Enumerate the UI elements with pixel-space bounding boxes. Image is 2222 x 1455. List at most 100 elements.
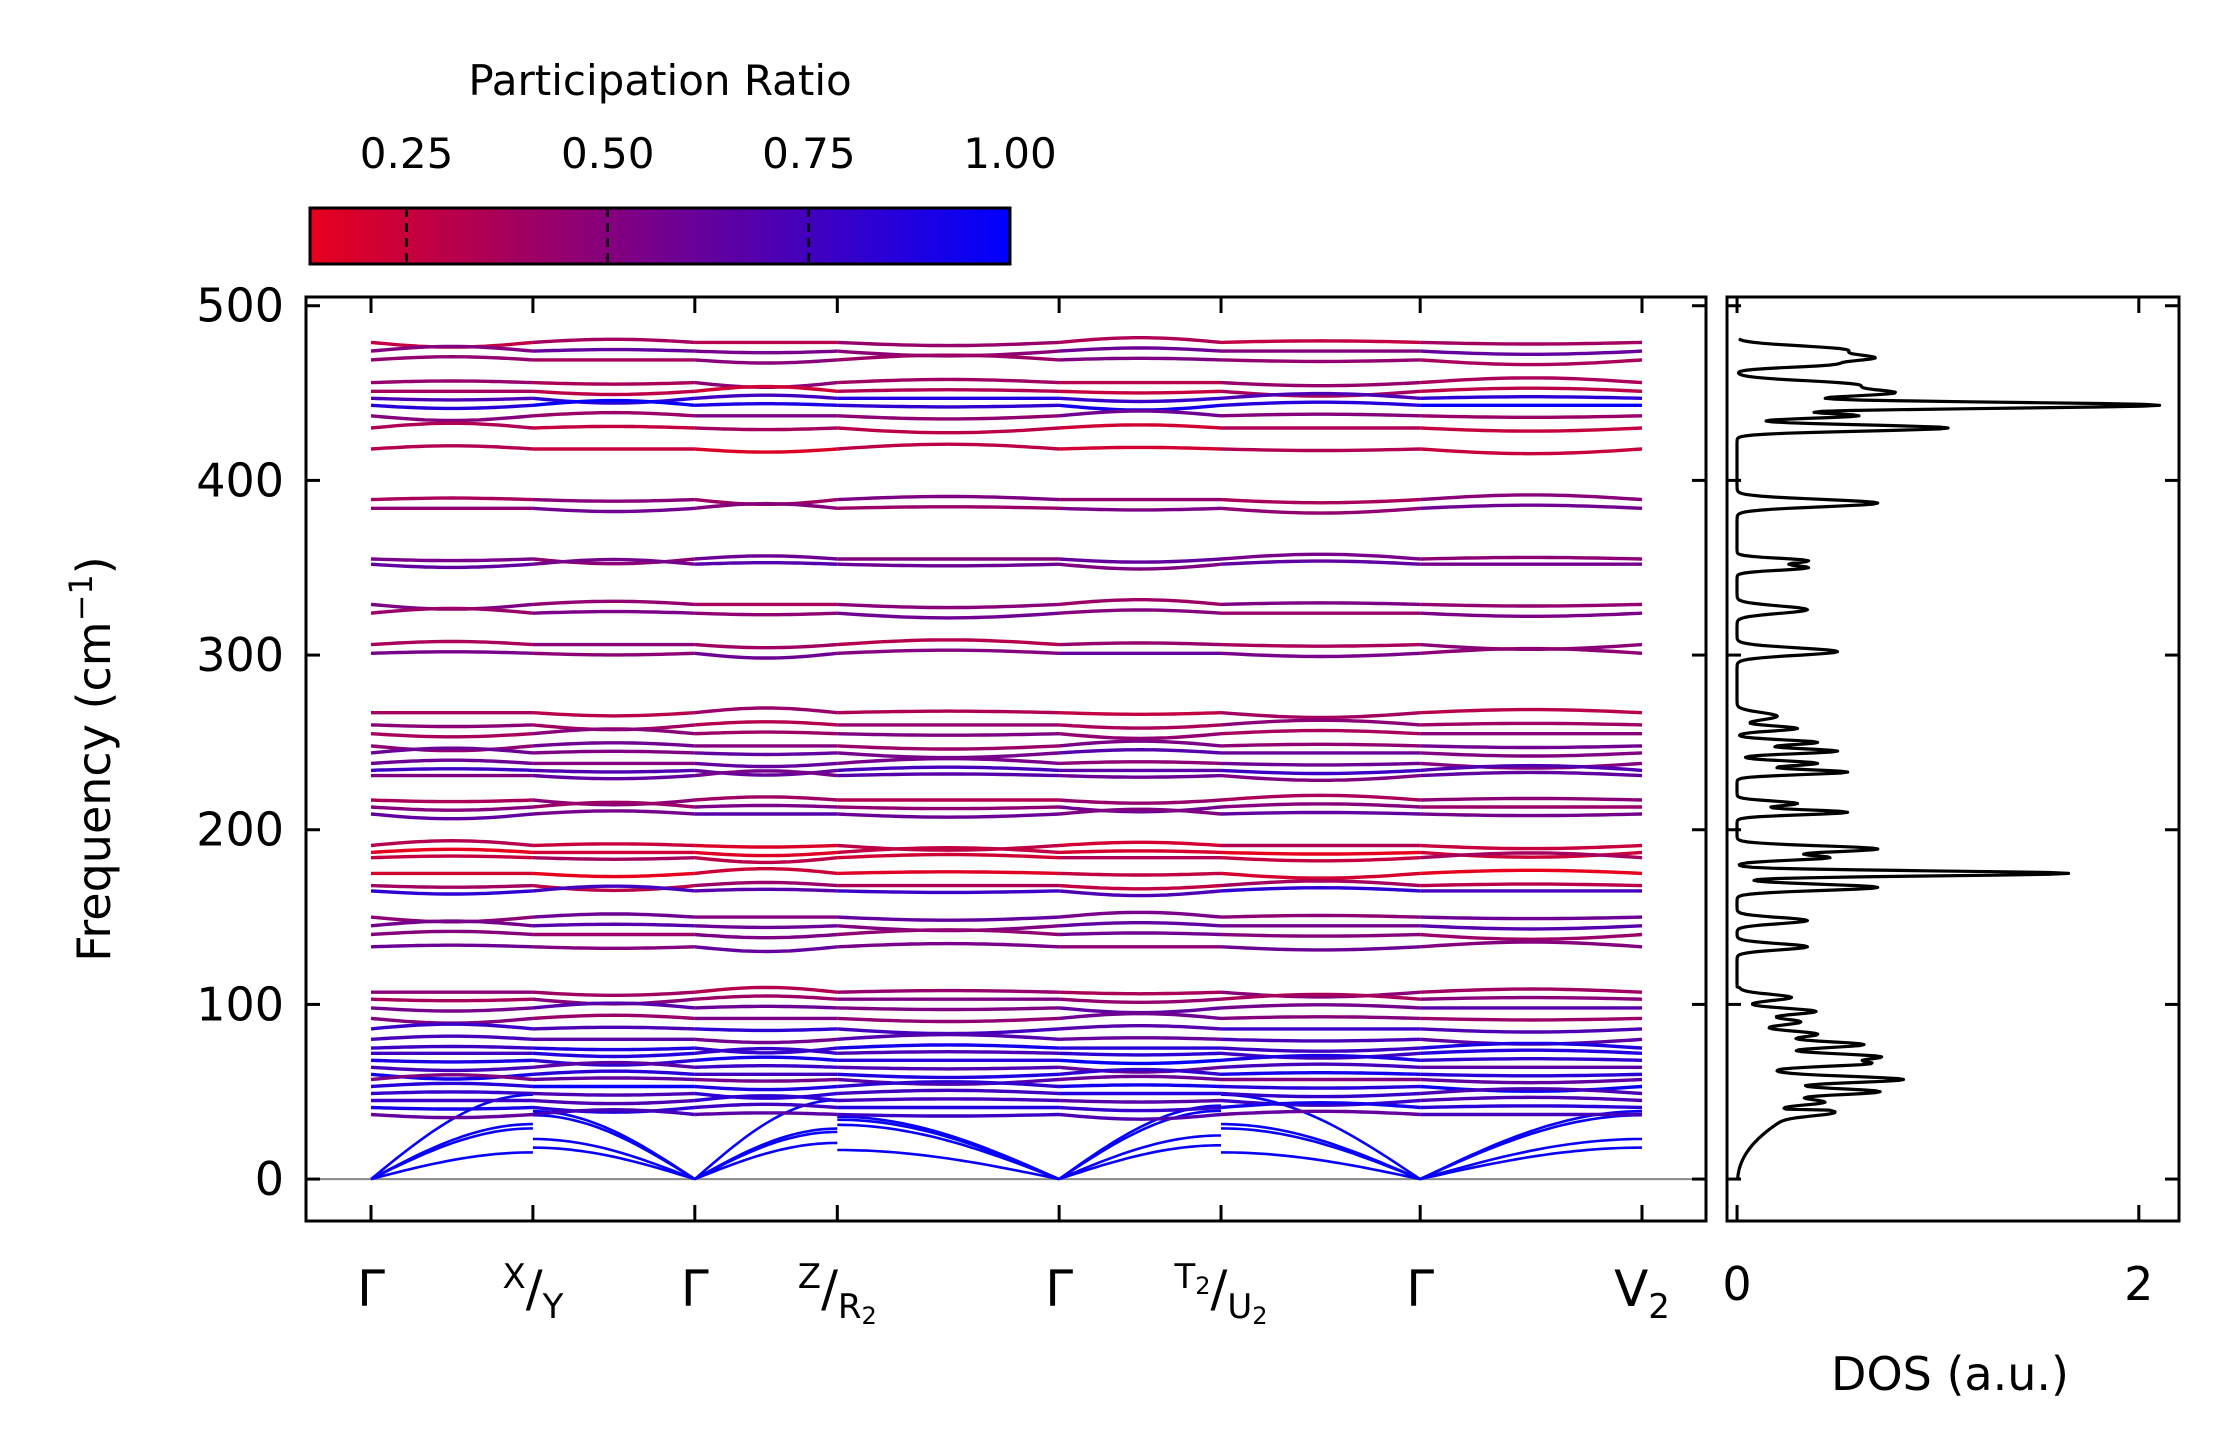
- acoustic-branch: [1058, 1144, 1221, 1181]
- optical-band: [1059, 356, 1222, 362]
- dos-curve: [1735, 337, 2162, 1180]
- optical-band: [532, 768, 695, 774]
- dos-x-axis-label: DOS (a.u.): [1831, 1347, 2069, 1401]
- optical-band: [1220, 1051, 1421, 1060]
- optical-band: [1220, 932, 1421, 938]
- optical-band: [837, 1077, 1060, 1086]
- band-ytick-label: 400: [196, 453, 284, 507]
- optical-band: [1220, 412, 1421, 418]
- optical-band: [1420, 987, 1643, 994]
- optical-band: [532, 912, 695, 919]
- optical-band: [1059, 1036, 1222, 1041]
- optical-band: [1220, 497, 1421, 505]
- optical-band: [837, 648, 1060, 655]
- optical-band: [694, 1084, 838, 1092]
- optical-band: [1420, 447, 1643, 456]
- optical-band: [694, 867, 838, 876]
- optical-band: [532, 380, 695, 386]
- optical-band: [837, 751, 1060, 760]
- optical-band: [532, 922, 695, 928]
- optical-band: [1220, 885, 1421, 893]
- optical-band: [532, 497, 695, 503]
- optical-band: [532, 1001, 695, 1010]
- optical-band: [1420, 812, 1643, 818]
- optical-band: [694, 932, 838, 940]
- optical-band: [1420, 851, 1643, 860]
- optical-band: [694, 751, 838, 757]
- acoustic-branch: [837, 1115, 1060, 1181]
- optical-band: [1420, 1057, 1643, 1062]
- optical-band: [694, 1102, 838, 1110]
- optical-band: [837, 928, 1060, 937]
- optical-band: [694, 1004, 838, 1010]
- optical-band: [1059, 883, 1222, 891]
- optical-band: [532, 711, 695, 718]
- optical-band: [837, 843, 1060, 852]
- kpoint-label-part: V: [1614, 1260, 1648, 1318]
- optical-band: [1420, 646, 1643, 655]
- optical-band: [1220, 1098, 1421, 1107]
- optical-band: [837, 403, 1060, 409]
- optical-band: [1420, 1084, 1643, 1093]
- optical-band: [1059, 997, 1222, 1004]
- optical-band: [1420, 763, 1643, 773]
- optical-band: [1220, 642, 1421, 648]
- optical-band: [1220, 761, 1421, 767]
- acoustic-branch: [1419, 1146, 1643, 1181]
- optical-band: [532, 347, 695, 353]
- optical-band: [837, 744, 1060, 751]
- optical-band: [1059, 1105, 1222, 1113]
- optical-band: [532, 884, 695, 893]
- optical-band: [1220, 391, 1421, 400]
- acoustic-branch: [1220, 1093, 1421, 1181]
- optical-band: [1059, 1024, 1222, 1031]
- optical-band: [1420, 882, 1643, 888]
- kpoint-label-part: T: [1173, 1257, 1195, 1297]
- optical-band: [1220, 850, 1421, 856]
- optical-band: [694, 611, 838, 617]
- kpoint-label-part: Γ: [1045, 1260, 1073, 1318]
- optical-band: [837, 1088, 1060, 1096]
- optical-band: [837, 732, 1060, 737]
- optical-band: [370, 379, 533, 385]
- colorbar-tick-label: 0.75: [762, 129, 856, 178]
- optical-band: [837, 1027, 1060, 1036]
- optical-band: [1058, 608, 1222, 615]
- optical-band: [837, 414, 1060, 421]
- optical-band: [837, 602, 1060, 610]
- optical-band: [837, 1032, 1060, 1041]
- optical-band: [1420, 386, 1643, 393]
- optical-band: [532, 741, 695, 748]
- optical-band: [1059, 1083, 1222, 1089]
- optical-band: [1420, 611, 1643, 618]
- optical-band: [1220, 728, 1421, 736]
- optical-band: [694, 1027, 838, 1033]
- optical-band: [1420, 751, 1643, 758]
- optical-band: [1058, 1065, 1222, 1074]
- optical-band: [1220, 559, 1421, 566]
- optical-band: [370, 1016, 534, 1025]
- optical-band: [837, 353, 1060, 362]
- optical-band: [370, 354, 534, 362]
- optical-band: [1220, 1053, 1421, 1062]
- optical-band: [370, 854, 533, 860]
- acoustic-branch: [837, 1148, 1060, 1181]
- optical-band: [1058, 732, 1222, 741]
- acoustic-branch: [1220, 1122, 1421, 1181]
- optical-band: [1420, 503, 1643, 510]
- optical-band: [1420, 707, 1643, 715]
- optical-band: [1420, 358, 1643, 367]
- optical-band: [1420, 602, 1643, 608]
- optical-band: [1220, 1015, 1421, 1021]
- optical-band: [1420, 915, 1643, 921]
- optical-band: [370, 1044, 533, 1050]
- kpoint-label: Γ: [357, 1260, 385, 1318]
- band-ytick-label: 0: [255, 1152, 284, 1206]
- optical-band: [1420, 1077, 1643, 1085]
- optical-band: [1059, 346, 1222, 353]
- optical-band: [1058, 336, 1222, 345]
- optical-band: [1220, 802, 1421, 809]
- optical-band: [1420, 1048, 1643, 1055]
- optical-band: [1220, 1003, 1421, 1010]
